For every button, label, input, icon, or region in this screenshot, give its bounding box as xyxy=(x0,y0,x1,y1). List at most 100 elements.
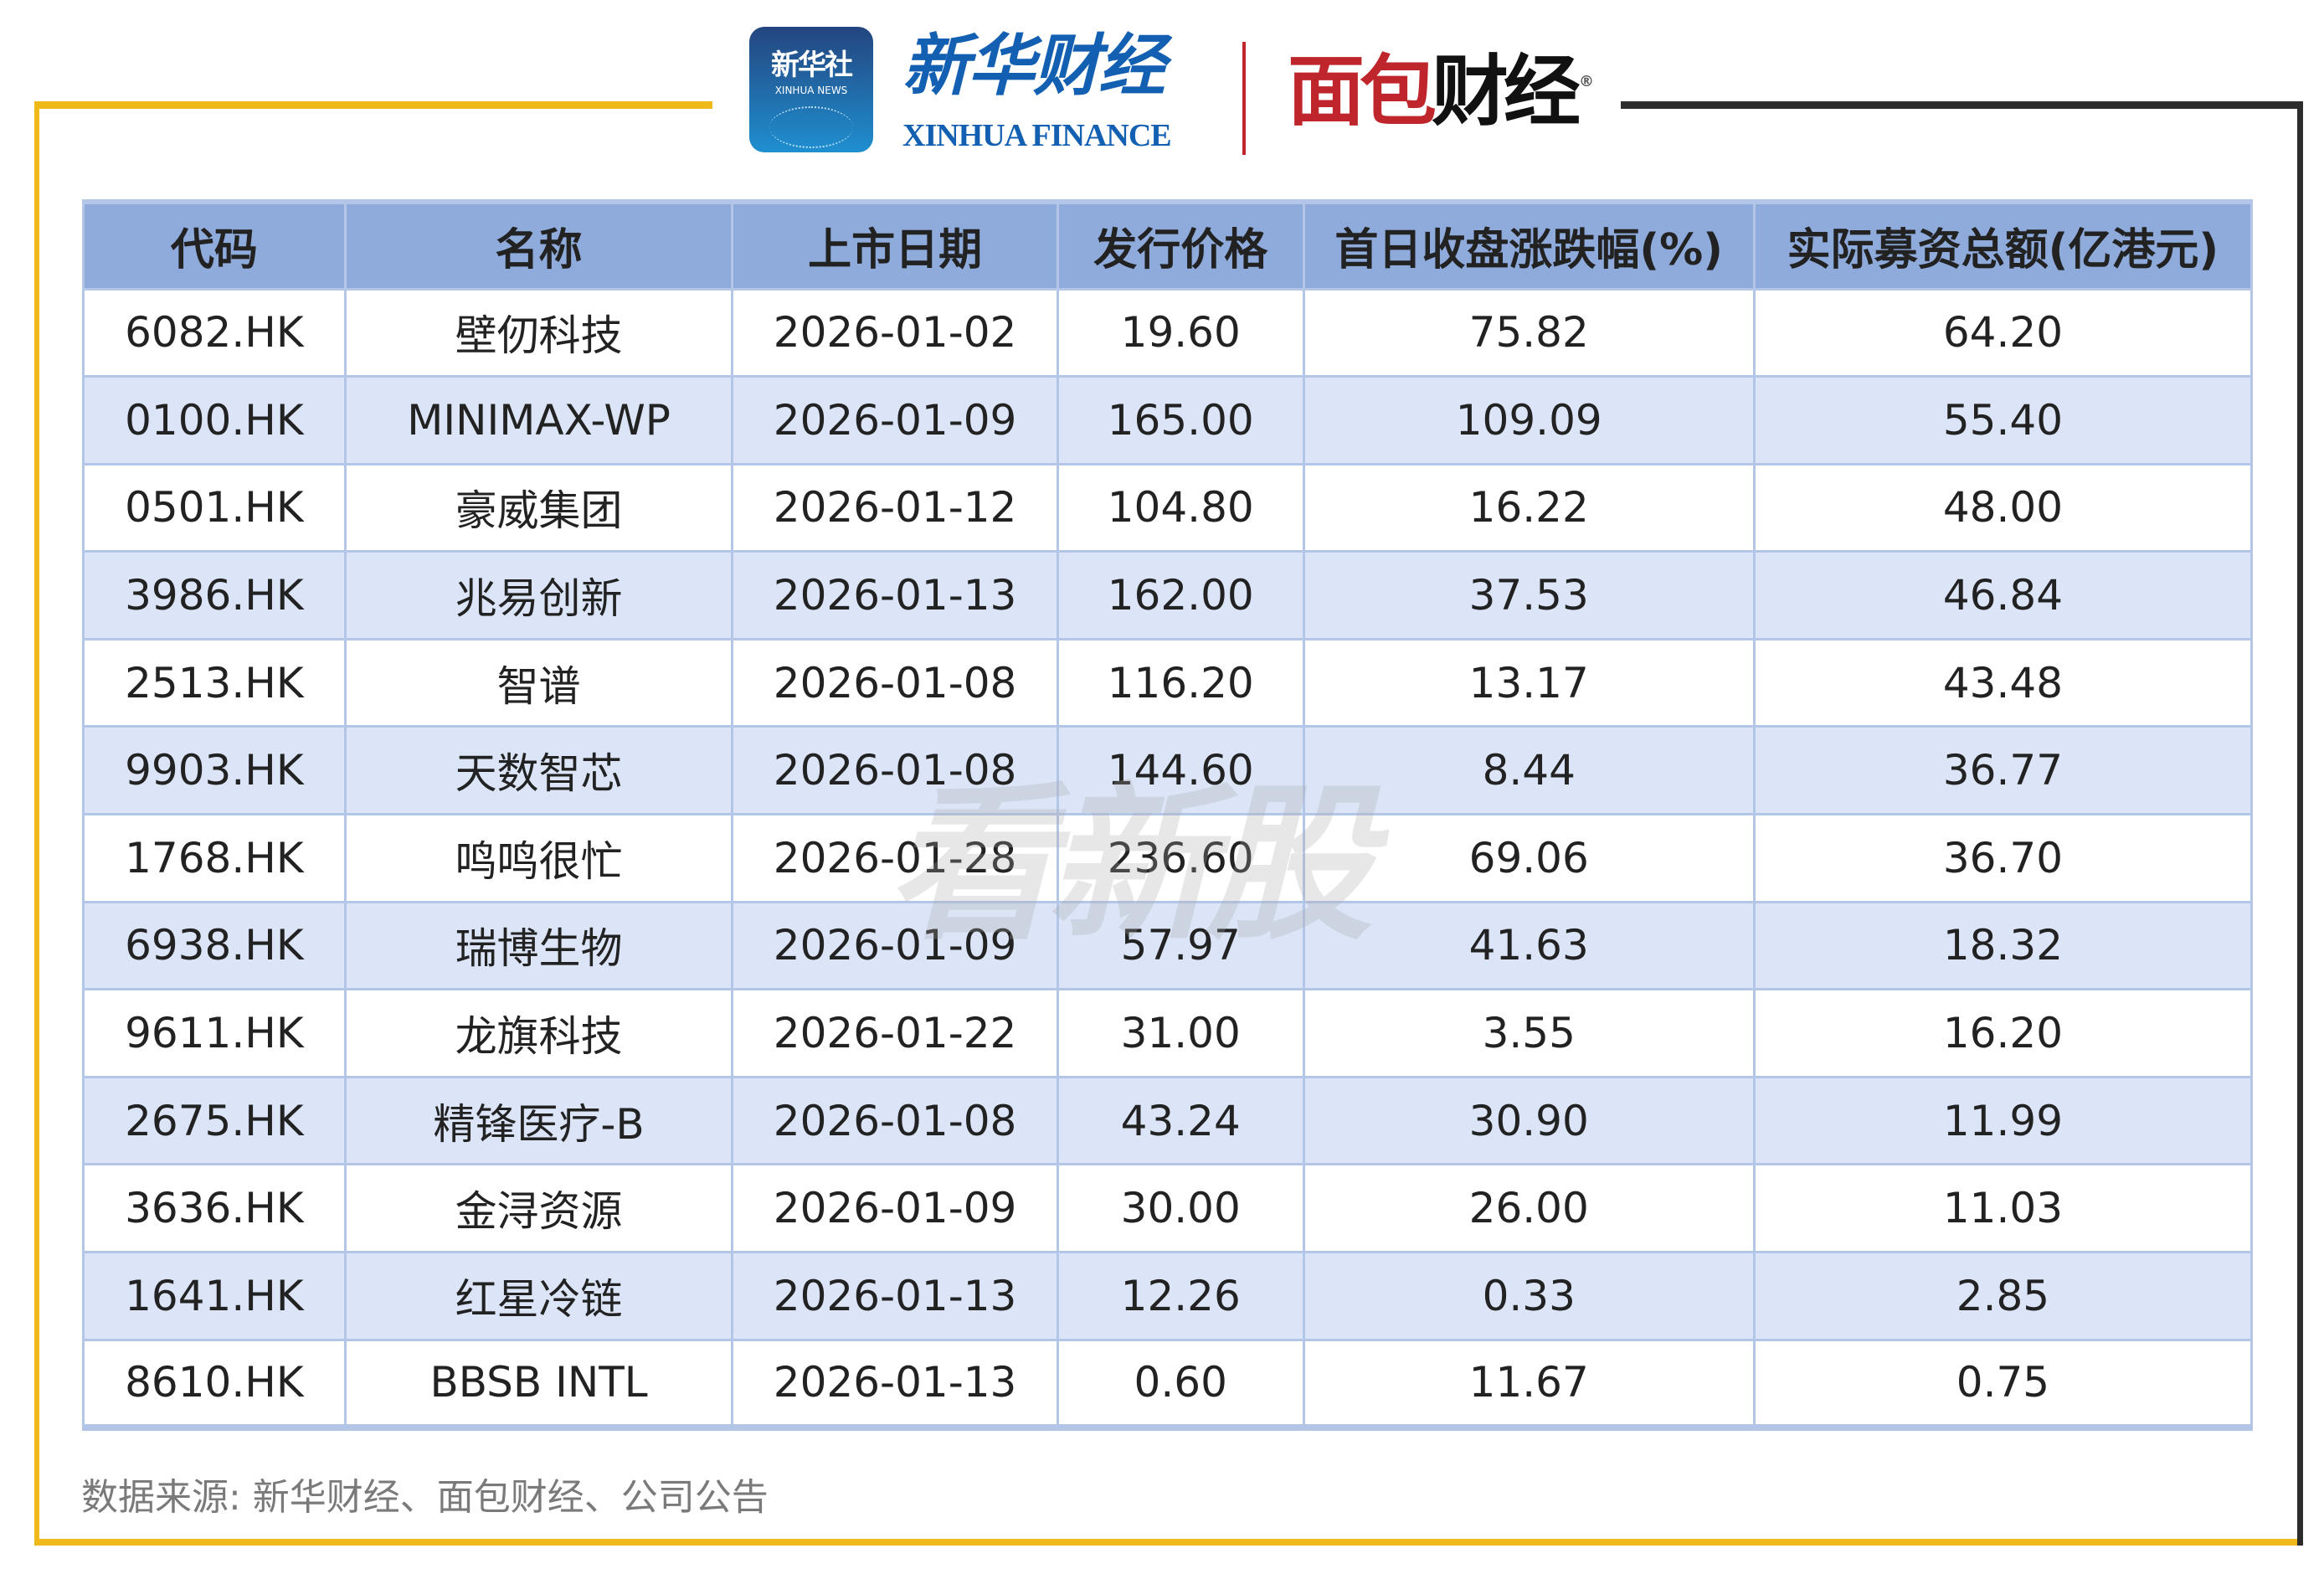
cell-first-day-change: 3.55 xyxy=(1302,988,1756,1078)
table-row: 1641.HK 红星冷链 2026-01-13 12.26 0.33 2.85 xyxy=(82,1251,2254,1341)
cell-funds-raised: 2.85 xyxy=(1752,1251,2254,1341)
cell-issue-price: 0.60 xyxy=(1056,1338,1305,1429)
cell-code: 8610.HK xyxy=(82,1338,347,1429)
cell-first-day-change: 75.82 xyxy=(1302,287,1756,378)
cell-funds-raised: 64.20 xyxy=(1752,287,2254,378)
table-row: 8610.HK BBSB INTL 2026-01-13 0.60 11.67 0.75 xyxy=(82,1338,2254,1429)
cell-issue-price: 144.60 xyxy=(1056,725,1305,816)
cell-code: 9611.HK xyxy=(82,988,347,1078)
xinhua-badge-cn: 新华社 xyxy=(771,49,853,82)
registered-mark: ® xyxy=(1579,73,1594,90)
cell-first-day-change: 0.33 xyxy=(1302,1251,1756,1341)
cell-issue-price: 30.00 xyxy=(1056,1163,1305,1254)
table-row: 1768.HK 鸣鸣很忙 2026-01-28 236.60 69.06 36.70 xyxy=(82,813,2254,903)
table-row: 6082.HK 壁仞科技 2026-01-02 19.60 75.82 64.20 xyxy=(82,287,2254,378)
cell-name: 智谱 xyxy=(343,637,734,728)
cell-name: BBSB INTL xyxy=(343,1338,734,1429)
header-listing-date: 上市日期 xyxy=(731,200,1059,291)
cell-issue-price: 104.80 xyxy=(1056,462,1305,553)
header-code: 代码 xyxy=(82,200,347,291)
cell-listing-date: 2026-01-09 xyxy=(731,900,1059,991)
cell-funds-raised: 36.77 xyxy=(1752,725,2254,816)
cell-code: 0100.HK xyxy=(82,375,347,466)
cell-name: 红星冷链 xyxy=(343,1251,734,1341)
cell-funds-raised: 48.00 xyxy=(1752,462,2254,553)
cell-funds-raised: 36.70 xyxy=(1752,813,2254,903)
cell-funds-raised: 46.84 xyxy=(1752,550,2254,640)
cell-code: 3636.HK xyxy=(82,1163,347,1254)
cell-first-day-change: 30.90 xyxy=(1302,1075,1756,1166)
cell-first-day-change: 13.17 xyxy=(1302,637,1756,728)
table-row: 3986.HK 兆易创新 2026-01-13 162.00 37.53 46.84 xyxy=(82,550,2254,640)
header-first-day-change: 首日收盘涨跌幅(%) xyxy=(1302,200,1756,291)
cell-code: 0501.HK xyxy=(82,462,347,553)
cell-issue-price: 31.00 xyxy=(1056,988,1305,1078)
cell-listing-date: 2026-01-08 xyxy=(731,1075,1059,1166)
cell-first-day-change: 41.63 xyxy=(1302,900,1756,991)
mianbao-red-text: 面包 xyxy=(1288,47,1437,136)
header-name: 名称 xyxy=(343,200,734,291)
frame-bottom-line xyxy=(34,1539,2303,1546)
logo-separator xyxy=(1242,42,1246,155)
cell-listing-date: 2026-01-12 xyxy=(731,462,1059,553)
cell-listing-date: 2026-01-02 xyxy=(731,287,1059,378)
cell-issue-price: 12.26 xyxy=(1056,1251,1305,1341)
xinhua-finance-logo: 新华财经 XINHUA FINANCE xyxy=(902,23,1204,157)
cell-code: 6938.HK xyxy=(82,900,347,991)
frame-top-left-line xyxy=(34,101,712,109)
table-header-row: 代码 名称 上市日期 发行价格 首日收盘涨跌幅(%) 实际募资总额(亿港元) xyxy=(82,200,2254,291)
cell-listing-date: 2026-01-13 xyxy=(731,1251,1059,1341)
cell-funds-raised: 18.32 xyxy=(1752,900,2254,991)
cell-name: 龙旗科技 xyxy=(343,988,734,1078)
table-row: 6938.HK 瑞博生物 2026-01-09 57.97 41.63 18.32 xyxy=(82,900,2254,991)
xinhua-finance-en: XINHUA FINANCE xyxy=(902,118,1172,153)
xinhua-finance-cn: 新华财经 xyxy=(902,26,1165,105)
table-row: 9903.HK 天数智芯 2026-01-08 144.60 8.44 36.77 xyxy=(82,725,2254,816)
cell-first-day-change: 109.09 xyxy=(1302,375,1756,466)
cell-code: 2675.HK xyxy=(82,1075,347,1166)
cell-name: 兆易创新 xyxy=(343,550,734,640)
cell-funds-raised: 43.48 xyxy=(1752,637,2254,728)
cell-first-day-change: 11.67 xyxy=(1302,1338,1756,1429)
cell-code: 6082.HK xyxy=(82,287,347,378)
cell-first-day-change: 37.53 xyxy=(1302,550,1756,640)
cell-funds-raised: 11.03 xyxy=(1752,1163,2254,1254)
cell-code: 2513.HK xyxy=(82,637,347,728)
mianbao-finance-logo: 面包财经 ® xyxy=(1288,46,1594,138)
cell-first-day-change: 69.06 xyxy=(1302,813,1756,903)
cell-issue-price: 236.60 xyxy=(1056,813,1305,903)
cell-code: 1641.HK xyxy=(82,1251,347,1341)
data-source-note: 数据来源: 新华财经、面包财经、公司公告 xyxy=(81,1476,769,1519)
cell-funds-raised: 16.20 xyxy=(1752,988,2254,1078)
cell-funds-raised: 55.40 xyxy=(1752,375,2254,466)
cell-first-day-change: 16.22 xyxy=(1302,462,1756,553)
frame-left-line xyxy=(34,101,39,1545)
table-row: 2675.HK 精锋医疗-B 2026-01-08 43.24 30.90 11.99 xyxy=(82,1075,2254,1166)
cell-name: 瑞博生物 xyxy=(343,900,734,991)
frame-top-right-line xyxy=(1621,101,2303,109)
cell-name: 鸣鸣很忙 xyxy=(343,813,734,903)
cell-listing-date: 2026-01-22 xyxy=(731,988,1059,1078)
header-issue-price: 发行价格 xyxy=(1056,200,1305,291)
cell-name: 壁仞科技 xyxy=(343,287,734,378)
cell-name: 天数智芯 xyxy=(343,725,734,816)
cell-listing-date: 2026-01-09 xyxy=(731,1163,1059,1254)
table-row: 0501.HK 豪威集团 2026-01-12 104.80 16.22 48.00 xyxy=(82,462,2254,553)
cell-listing-date: 2026-01-08 xyxy=(731,725,1059,816)
cell-issue-price: 43.24 xyxy=(1056,1075,1305,1166)
xinhua-news-logo: 新华社 XINHUA NEWS xyxy=(749,27,873,152)
cell-listing-date: 2026-01-08 xyxy=(731,637,1059,728)
cell-funds-raised: 0.75 xyxy=(1752,1338,2254,1429)
mianbao-black-text: 财经 xyxy=(1432,47,1581,136)
cell-listing-date: 2026-01-09 xyxy=(731,375,1059,466)
cell-listing-date: 2026-01-13 xyxy=(731,550,1059,640)
cell-name: 金浔资源 xyxy=(343,1163,734,1254)
header-funds-raised: 实际募资总额(亿港元) xyxy=(1752,200,2254,291)
cell-issue-price: 57.97 xyxy=(1056,900,1305,991)
table-row: 2513.HK 智谱 2026-01-08 116.20 13.17 43.48 xyxy=(82,637,2254,728)
cell-listing-date: 2026-01-28 xyxy=(731,813,1059,903)
cell-code: 1768.HK xyxy=(82,813,347,903)
cell-name: 精锋医疗-B xyxy=(343,1075,734,1166)
cell-funds-raised: 11.99 xyxy=(1752,1075,2254,1166)
cell-listing-date: 2026-01-13 xyxy=(731,1338,1059,1429)
